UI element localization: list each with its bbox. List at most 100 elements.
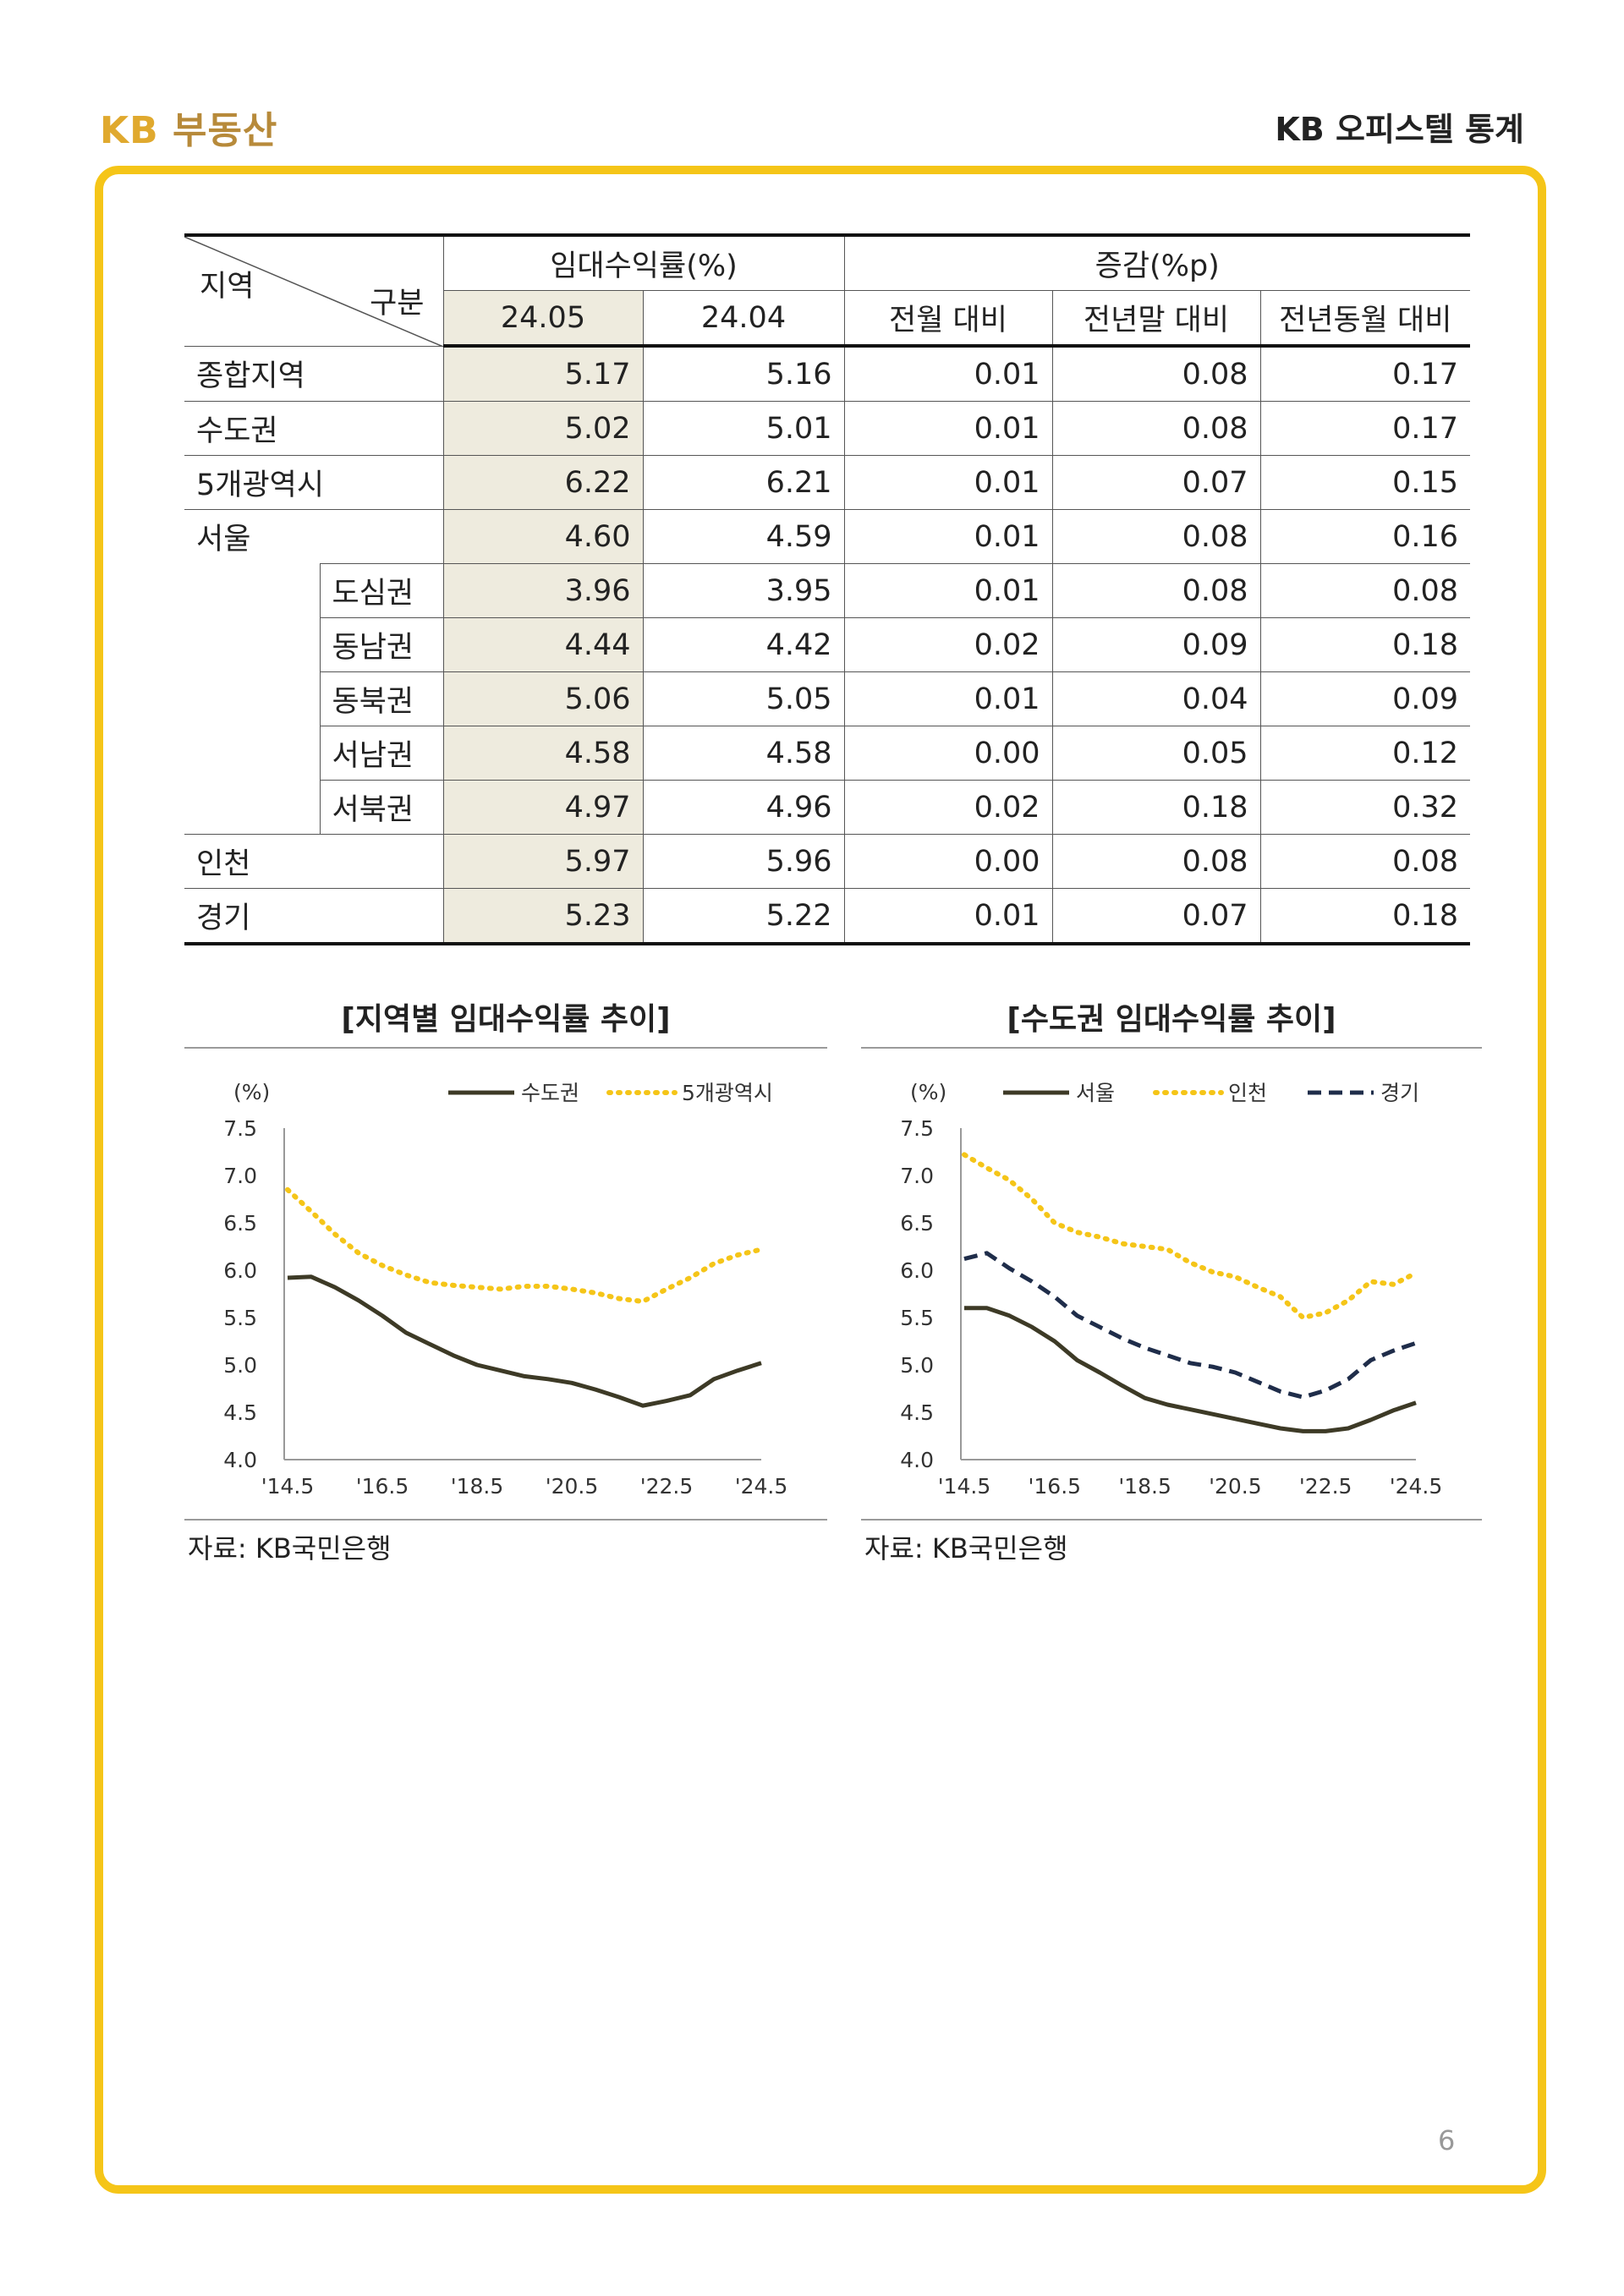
y-axis-label: (%)	[233, 1080, 270, 1104]
chart2-top-rule	[861, 1047, 1482, 1049]
y-tick-label: 5.0	[900, 1353, 934, 1378]
value-cell: 5.16	[642, 345, 845, 402]
y-tick-label: 4.0	[223, 1448, 257, 1472]
y-tick-label: 6.0	[900, 1258, 934, 1283]
series-line-1	[285, 1186, 764, 1304]
value-cell: 0.08	[1051, 563, 1261, 618]
value-cell: 0.07	[1051, 455, 1261, 510]
row-label: 5개광역시	[184, 455, 444, 510]
y-tick-label: 7.5	[223, 1116, 257, 1141]
content-frame	[95, 166, 1546, 2194]
value-cell: 0.04	[1051, 671, 1261, 726]
x-tick-label: '18.5	[451, 1474, 504, 1499]
x-tick-label: '24.5	[1390, 1474, 1443, 1499]
series-line-0	[964, 1306, 1417, 1433]
table-corner: 지역 구분	[184, 233, 444, 347]
brand-name: 부동산	[172, 109, 278, 152]
value-cell: 5.22	[642, 888, 845, 945]
x-tick-label: '22.5	[1299, 1474, 1352, 1499]
value-cell: 4.58	[642, 726, 845, 781]
value-cell: 0.08	[1051, 401, 1261, 456]
table-row: 서울 4.60 4.59 0.01 0.08 0.16	[184, 509, 1470, 564]
table-row: 동북권 5.06 5.05 0.01 0.04 0.09	[184, 671, 1470, 726]
value-cell: 0.05	[1051, 726, 1261, 781]
y-tick-label: 5.5	[900, 1306, 934, 1330]
indent-cell	[184, 563, 321, 618]
legend-label: 서울	[1076, 1081, 1115, 1105]
chart1-title: [지역별 임대수익률 추이]	[341, 1002, 671, 1037]
document-title: KB 오피스텔 통계	[1275, 111, 1524, 148]
y-tick-label: 6.5	[900, 1211, 934, 1236]
table-row: 경기 5.23 5.22 0.01 0.07 0.18	[184, 888, 1470, 945]
y-tick-label: 5.0	[223, 1353, 257, 1378]
rent-yield-table: 지역 구분 임대수익률(%) 증감(%p) 24.05 24.04 전월 대비 …	[184, 233, 1470, 945]
table-row: 서북권 4.97 4.96 0.02 0.18 0.32	[184, 780, 1470, 835]
row-label: 서북권	[319, 780, 444, 835]
value-cell: 6.21	[642, 455, 845, 510]
value-cell: 5.02	[442, 401, 644, 456]
value-cell: 4.44	[442, 617, 644, 672]
x-tick-label: '20.5	[546, 1474, 599, 1499]
chart1-bottom-rule	[184, 1519, 827, 1521]
y-axis-label: (%)	[910, 1080, 946, 1104]
value-cell: 5.23	[442, 888, 644, 945]
value-cell: 0.08	[1051, 834, 1261, 889]
x-tick-label: '16.5	[1029, 1474, 1082, 1499]
x-tick-label: '14.5	[261, 1474, 315, 1499]
value-cell: 0.08	[1051, 509, 1261, 564]
table-row: 5개광역시 6.22 6.21 0.01 0.07 0.15	[184, 455, 1470, 510]
value-cell: 0.01	[843, 401, 1053, 456]
y-tick-label: 6.5	[223, 1211, 257, 1236]
value-cell: 0.02	[843, 617, 1053, 672]
y-tick-label: 6.0	[223, 1258, 257, 1283]
value-cell: 5.17	[442, 345, 644, 402]
corner-diagonal	[184, 237, 443, 347]
chart2-source: 자료: KB국민은행	[864, 1532, 1068, 1564]
header-change: 증감(%p)	[843, 233, 1470, 291]
value-cell: 0.17	[1259, 345, 1470, 402]
y-tick-label: 5.5	[223, 1306, 257, 1330]
value-cell: 0.01	[843, 671, 1053, 726]
header-yoy: 전년동월 대비	[1259, 290, 1470, 348]
row-label: 수도권	[184, 401, 444, 456]
value-cell: 0.18	[1259, 617, 1470, 672]
value-cell: 6.22	[442, 455, 644, 510]
x-tick-label: '18.5	[1118, 1474, 1171, 1499]
value-cell: 0.00	[843, 834, 1053, 889]
y-tick-label: 7.0	[223, 1164, 257, 1188]
value-cell: 0.01	[843, 888, 1053, 945]
chart1-plot: 7.5 7.0 6.5 6.0 5.5 5.0 4.5 4.0 (%) '14.5 '16.5 '18…	[223, 1080, 787, 1499]
value-cell: 0.01	[843, 509, 1053, 564]
value-cell: 0.01	[843, 563, 1053, 618]
header-rent-yield: 임대수익률(%)	[442, 233, 845, 291]
value-cell: 4.58	[442, 726, 644, 781]
value-cell: 3.96	[442, 563, 644, 618]
y-tick-label: 7.5	[900, 1116, 934, 1141]
row-label: 경기	[184, 888, 444, 945]
legend-label: 수도권	[521, 1081, 579, 1105]
page-number: 6	[1438, 2124, 1456, 2156]
series-line-0	[287, 1274, 762, 1408]
brand-logo: KB 부동산	[100, 100, 277, 154]
value-cell: 5.01	[642, 401, 845, 456]
header-ytd: 전년말 대비	[1051, 290, 1261, 348]
indent-cell	[184, 671, 321, 726]
x-tick-label: '22.5	[640, 1474, 694, 1499]
value-cell: 0.08	[1259, 834, 1470, 889]
y-tick-label: 7.0	[900, 1164, 934, 1188]
legend-label: 경기	[1380, 1081, 1419, 1105]
table-row: 종합지역 5.17 5.16 0.01 0.08 0.17	[184, 345, 1470, 402]
value-cell: 4.42	[642, 617, 845, 672]
y-tick-label: 4.0	[900, 1448, 934, 1472]
value-cell: 0.01	[843, 345, 1053, 402]
value-cell: 5.97	[442, 834, 644, 889]
header-current: 24.05	[443, 290, 644, 348]
row-label: 서남권	[319, 726, 444, 781]
y-tick-label: 4.5	[223, 1400, 257, 1425]
value-cell: 0.00	[843, 726, 1053, 781]
table-row: 인천 5.97 5.96 0.00 0.08 0.08	[184, 834, 1470, 889]
y-tick-label: 4.5	[900, 1400, 934, 1425]
value-cell: 0.07	[1051, 888, 1261, 945]
corner-category-label: 구분	[370, 286, 425, 321]
table-row: 서남권 4.58 4.58 0.00 0.05 0.12	[184, 726, 1470, 781]
